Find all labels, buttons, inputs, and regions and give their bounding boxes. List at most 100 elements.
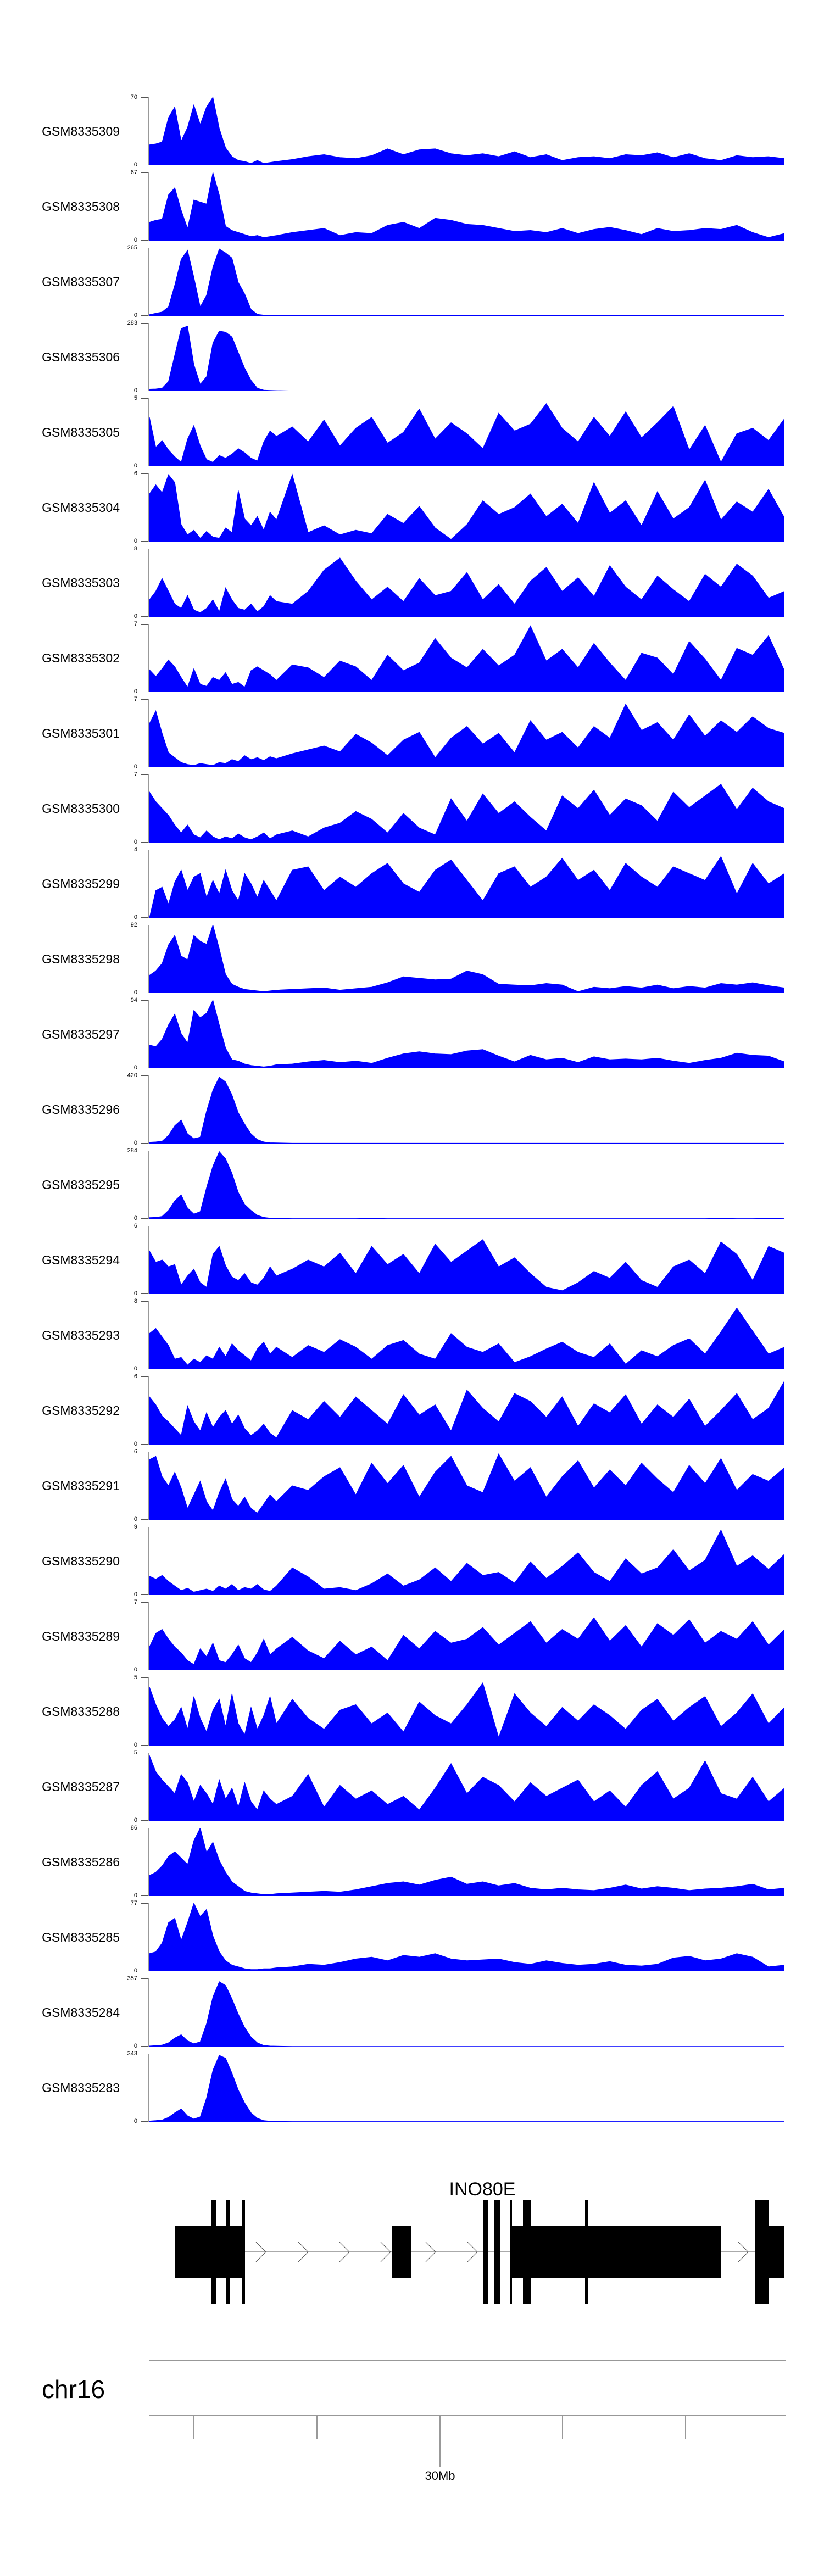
track-label: GSM8335288 [42, 1704, 120, 1719]
y-max-label: 94 [130, 997, 137, 1003]
signal-area-GSM8335287 [149, 1755, 784, 1821]
y-min-tick [141, 541, 148, 542]
y-min-label: 0 [133, 613, 137, 620]
signal-area-GSM8335294 [149, 1239, 784, 1294]
y-min-label: 0 [133, 1140, 137, 1146]
y-axis [148, 1602, 149, 1670]
y-axis [148, 1000, 149, 1068]
y-min-label: 0 [133, 1215, 137, 1222]
y-axis [148, 398, 149, 466]
y-min-label: 0 [133, 1817, 137, 1824]
y-axis [148, 1828, 149, 1896]
y-axis [148, 1301, 149, 1369]
y-axis [148, 248, 149, 316]
y-axis [148, 1978, 149, 2047]
y-axis [148, 1677, 149, 1746]
track-GSM8335291: GSM8335291 6 0 [0, 1449, 824, 1523]
track-GSM8335307: GSM8335307 265 0 [0, 244, 824, 319]
y-max-label: 5 [133, 1749, 137, 1756]
signal-area-GSM8335285 [149, 1903, 784, 1971]
y-max-tick [141, 97, 148, 98]
strand-arrow-icon [425, 2242, 436, 2262]
track-GSM8335292: GSM8335292 6 0 [0, 1374, 824, 1447]
y-max-label: 7 [133, 621, 137, 627]
y-min-label: 0 [133, 1666, 137, 1673]
signal-area-GSM8335301 [149, 703, 784, 767]
y-max-tick [141, 1301, 148, 1302]
track-label: GSM8335294 [42, 1253, 120, 1267]
y-min-tick [141, 1594, 148, 1595]
y-max-label: 283 [127, 320, 137, 326]
y-max-label: 343 [127, 2050, 137, 2057]
exon-coding [585, 2200, 588, 2304]
y-max-tick [141, 1903, 148, 1904]
signal-area-GSM8335290 [149, 1529, 784, 1595]
y-min-label: 0 [133, 387, 137, 394]
exon-coding [242, 2200, 245, 2304]
y-max-tick [141, 323, 148, 324]
signal-area-GSM8335304 [149, 473, 784, 542]
y-min-tick [141, 842, 148, 843]
signal-plot [149, 2055, 784, 2122]
track-label: GSM8335295 [42, 1178, 120, 1192]
y-max-tick [141, 473, 148, 474]
signal-plot [149, 557, 784, 617]
track-label: GSM8335291 [42, 1479, 120, 1493]
track-label: GSM8335290 [42, 1554, 120, 1568]
track-GSM8335287: GSM8335287 5 0 [0, 1749, 824, 1824]
track-GSM8335294: GSM8335294 6 0 [0, 1223, 824, 1297]
y-max-tick [141, 1000, 148, 1001]
exon-coding [510, 2200, 512, 2304]
signal-plot [149, 1903, 784, 1971]
signal-plot [149, 1000, 784, 1068]
y-min-tick [141, 2121, 148, 2122]
signal-area-GSM8335305 [149, 403, 784, 466]
y-max-label: 4 [133, 846, 137, 853]
y-max-tick [141, 624, 148, 625]
exon-coding [483, 2200, 488, 2304]
signal-plot [149, 1077, 784, 1144]
signal-plot [149, 1682, 784, 1746]
y-max-label: 5 [133, 1674, 137, 1681]
track-GSM8335288: GSM8335288 5 0 [0, 1674, 824, 1748]
y-axis [148, 97, 149, 165]
signal-area-GSM8335303 [149, 557, 784, 617]
y-max-label: 7 [133, 771, 137, 778]
track-GSM8335299: GSM8335299 4 0 [0, 846, 824, 921]
signal-area-GSM8335302 [149, 625, 784, 692]
y-min-label: 0 [133, 538, 137, 544]
y-min-tick [141, 1293, 148, 1294]
exon [392, 2226, 411, 2278]
track-label: GSM8335299 [42, 877, 120, 891]
y-max-label: 7 [133, 696, 137, 702]
y-min-label: 0 [133, 914, 137, 921]
y-max-label: 9 [133, 1524, 137, 1530]
track-label: GSM8335305 [42, 425, 120, 439]
signal-plot [149, 925, 784, 993]
y-max-tick [141, 398, 148, 399]
signal-area-GSM8335283 [149, 2055, 784, 2122]
signal-area-GSM8335299 [149, 856, 784, 918]
y-max-label: 265 [127, 244, 137, 251]
signal-area-GSM8335289 [149, 1617, 784, 1670]
track-GSM8335304: GSM8335304 6 0 [0, 471, 824, 544]
y-max-label: 420 [127, 1072, 137, 1079]
y-min-label: 0 [133, 2118, 137, 2125]
y-axis [148, 1151, 149, 1219]
track-label: GSM8335301 [42, 726, 120, 740]
exon [175, 2226, 245, 2278]
y-max-tick [141, 1376, 148, 1377]
y-max-tick [141, 1677, 148, 1678]
signal-area-GSM8335296 [149, 1077, 784, 1144]
y-max-label: 86 [130, 1825, 137, 1831]
signal-area-GSM8335308 [149, 172, 784, 241]
y-axis [148, 1903, 149, 1971]
y-max-tick [141, 1978, 148, 1979]
track-label: GSM8335292 [42, 1403, 120, 1418]
y-min-label: 0 [133, 312, 137, 319]
strand-arrow-icon [467, 2242, 478, 2262]
y-axis [148, 473, 149, 542]
signal-plot [149, 97, 784, 165]
track-GSM8335303: GSM8335303 8 0 [0, 546, 824, 620]
